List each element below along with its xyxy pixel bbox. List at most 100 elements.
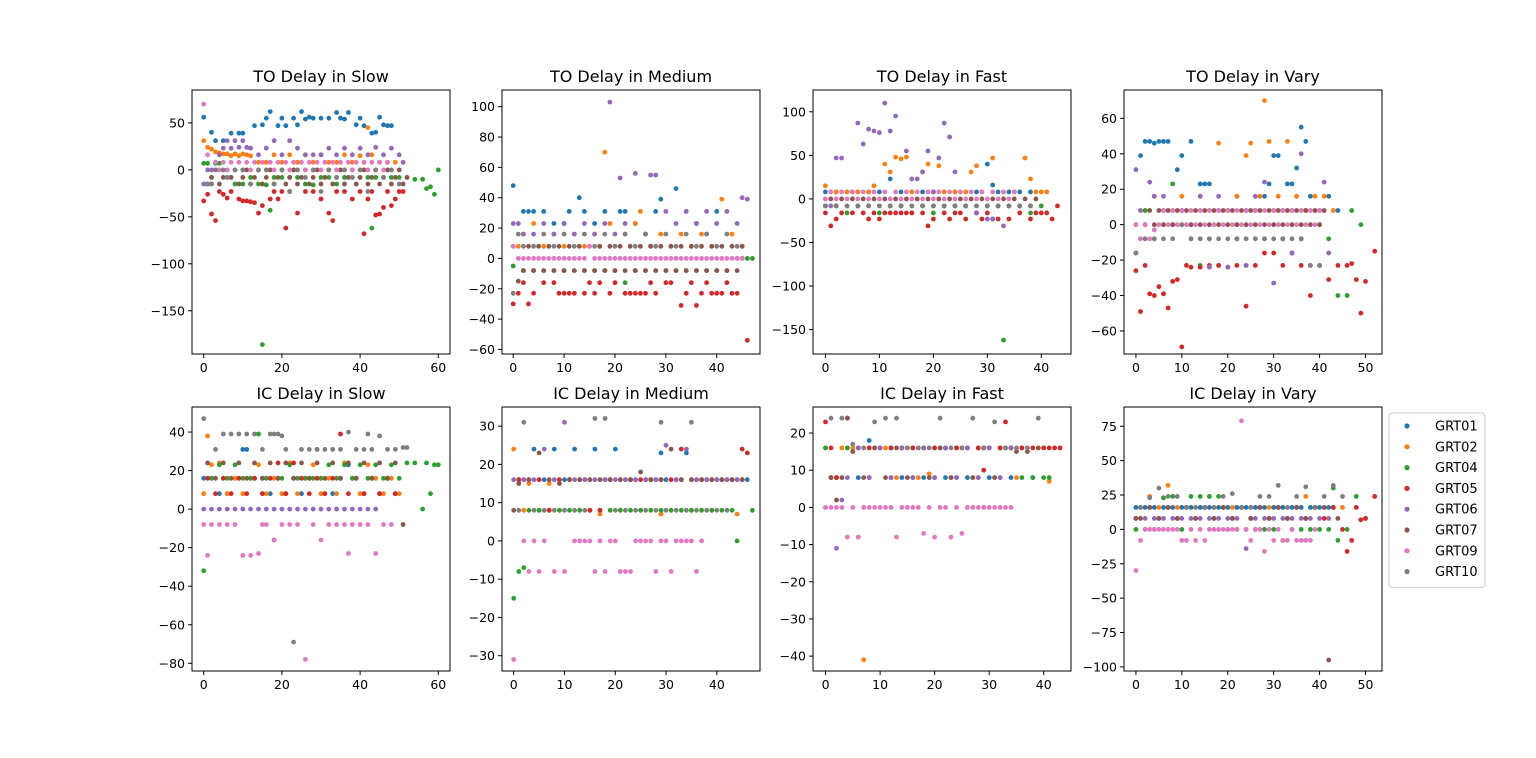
data-point (894, 475, 899, 480)
data-point (909, 196, 915, 202)
data-point (658, 450, 664, 456)
data-point (694, 268, 699, 273)
data-point (561, 231, 567, 237)
data-point (915, 445, 921, 451)
data-point (217, 160, 222, 166)
data-point (744, 337, 750, 343)
data-point (941, 189, 947, 195)
data-point (1216, 527, 1221, 532)
data-point (1151, 505, 1157, 510)
data-point (373, 475, 379, 481)
axes-frame (812, 406, 1072, 672)
data-point (893, 210, 898, 216)
x-tick-label: 40 (709, 677, 725, 692)
data-point (526, 569, 532, 574)
data-point (1038, 210, 1044, 216)
data-point (541, 268, 547, 273)
data-point (941, 203, 947, 209)
data-point (531, 231, 536, 237)
data-point (377, 181, 382, 187)
data-point (729, 231, 735, 237)
data-point (1321, 208, 1327, 213)
data-point (1193, 516, 1198, 521)
data-point (381, 522, 386, 527)
data-point (1262, 222, 1267, 228)
data-point (861, 505, 867, 510)
data-point (1257, 527, 1263, 532)
data-point (541, 507, 547, 513)
legend-marker (1404, 485, 1410, 491)
data-point (1271, 236, 1277, 242)
y-tick-label: 40 (1101, 146, 1117, 161)
data-point (597, 538, 603, 544)
data-point (334, 110, 339, 115)
data-point (965, 475, 970, 480)
data-point (248, 145, 254, 151)
y-tick-label: −100 (772, 279, 806, 294)
data-point (828, 415, 834, 421)
data-point (220, 431, 226, 437)
data-point (318, 167, 324, 173)
data-point (220, 460, 226, 466)
data-point (1017, 203, 1023, 209)
data-point (551, 221, 557, 226)
data-point (1151, 516, 1157, 521)
data-point (536, 256, 541, 261)
data-point (1271, 222, 1277, 228)
data-point (871, 128, 877, 134)
data-point (683, 256, 689, 261)
data-point (1280, 208, 1286, 213)
data-point (882, 196, 888, 202)
data-point (893, 154, 898, 160)
data-point (1046, 475, 1052, 480)
data-point (643, 538, 649, 544)
subplot-title: IC Delay in Slow (256, 384, 385, 403)
data-point (1340, 527, 1345, 532)
data-point (920, 210, 925, 216)
data-point (744, 196, 750, 202)
data-point (531, 268, 536, 273)
data-point (1014, 445, 1019, 451)
data-point (952, 196, 958, 202)
data-point (1211, 222, 1217, 228)
data-point (714, 221, 720, 226)
data-point (353, 475, 359, 481)
data-point (582, 221, 587, 226)
data-point (546, 477, 552, 483)
data-point (576, 195, 582, 201)
legend-marker (1404, 548, 1410, 554)
y-tick-label: 40 (169, 425, 185, 440)
data-point (1057, 445, 1063, 451)
data-point (1335, 516, 1341, 521)
data-point (1317, 505, 1322, 510)
data-point (510, 221, 516, 226)
data-point (855, 475, 861, 480)
data-point (673, 243, 679, 249)
data-point (638, 477, 643, 483)
data-point (663, 268, 669, 273)
data-point (714, 268, 720, 273)
data-point (303, 181, 308, 187)
data-point (947, 189, 952, 195)
data-point (984, 203, 990, 209)
data-point (1225, 264, 1231, 270)
data-point (244, 152, 250, 158)
data-point (330, 218, 336, 224)
data-point (1055, 203, 1060, 209)
data-point (551, 268, 557, 273)
data-point (271, 181, 277, 187)
data-point (326, 145, 332, 151)
legend-marker (1404, 465, 1410, 471)
data-point (256, 159, 261, 165)
data-point (1156, 485, 1162, 491)
data-point (1142, 527, 1148, 532)
data-point (263, 145, 269, 151)
data-point (1271, 208, 1277, 213)
data-point (1170, 208, 1176, 213)
data-point (1044, 189, 1050, 195)
data-point (306, 159, 312, 165)
data-point (275, 175, 281, 180)
data-point (592, 221, 597, 226)
data-point (209, 462, 214, 468)
